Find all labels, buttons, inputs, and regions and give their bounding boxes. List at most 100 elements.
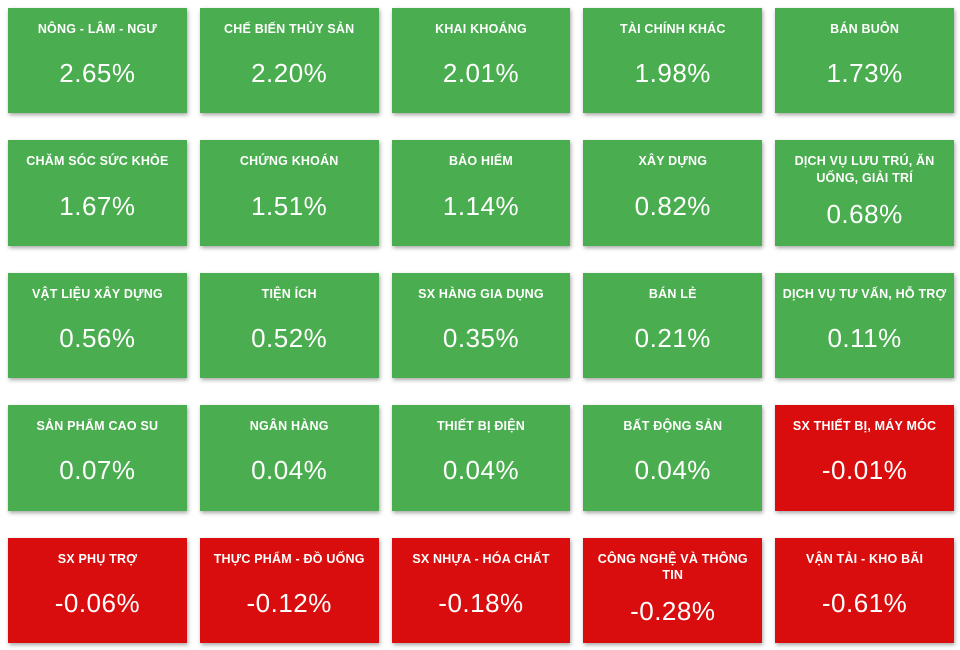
sector-tile[interactable]: NGÂN HÀNG 0.04% [199,405,379,511]
sector-tile[interactable]: SX PHỤ TRỢ -0.06% [8,537,187,643]
sector-change-value: 2.01% [442,58,520,89]
sector-value-area: 0.04% [589,435,756,511]
sector-name-label: CHỨNG KHOÁN [239,154,339,169]
sector-name-label: THỰC PHẨM - ĐỒ UỐNG [213,551,365,566]
sector-value-area: -0.06% [14,567,181,643]
sector-change-value: -0.01% [821,455,908,486]
sector-change-value: 0.52% [251,322,328,353]
sector-name-label: SẢN PHẨM CAO SU [36,419,159,434]
sector-change-value: 1.67% [59,190,136,221]
sector-value-area: -0.12% [206,567,373,643]
sector-change-value: -0.18% [438,587,524,618]
sector-change-value: 0.68% [826,198,903,229]
sector-name-label: BÁN BUÔN [830,22,900,36]
sector-name-label: BẤT ĐỘNG SẢN [623,419,723,434]
sector-change-value: -0.61% [821,587,908,618]
sector-name-label: VẬT LIỆU XÂY DỰNG [31,286,163,301]
sector-name-label: BẢO HIỂM [448,154,514,169]
sector-tile[interactable]: BÁN BUÔN 1.73% [775,8,954,114]
sector-name-label: DỊCH VỤ LƯU TRÚ, ĂN UỐNG, GIẢI TRÍ [794,154,935,186]
sector-value-area: 0.04% [398,435,565,511]
sector-change-value: 1.51% [251,190,328,221]
sector-change-value: -0.06% [54,587,141,618]
sector-name-label: VẬN TẢI - KHO BÃI [805,551,924,566]
sector-value-area: 0.04% [206,435,373,511]
sector-tile[interactable]: TIỆN ÍCH 0.52% [199,272,379,379]
sector-change-value: 1.14% [442,190,520,221]
sector-name-label: THIẾT BỊ ĐIỆN [436,419,525,434]
sector-change-value: 0.56% [59,322,136,353]
sector-tile[interactable]: THIẾT BỊ ĐIỆN 0.04% [391,405,571,511]
sector-value-area: 0.52% [206,303,373,379]
sector-change-value: 0.04% [634,455,711,486]
sector-value-area: 2.65% [14,38,181,114]
sector-value-area: 0.82% [589,170,756,246]
sector-change-value: 0.04% [442,455,520,486]
sector-value-area: 1.51% [206,170,373,246]
sector-tile[interactable]: CÔNG NGHỆ VÀ THÔNG TIN -0.28% [583,537,763,643]
sector-name-label: SX HÀNG GIA DỤNG [418,286,544,301]
sector-value-area: -0.28% [589,584,756,643]
sector-name-label: CHĂM SÓC SỨC KHỎE [26,154,169,169]
sector-value-area: 2.01% [398,38,565,114]
sector-name-label: CHẾ BIẾN THỦY SẢN [224,22,355,36]
sector-tile[interactable]: XÂY DỰNG 0.82% [583,140,763,246]
sector-change-value: -0.28% [630,596,716,627]
sector-tile[interactable]: NÔNG - LÂM - NGƯ 2.65% [8,8,187,114]
sector-tile[interactable]: VẬT LIỆU XÂY DỰNG 0.56% [8,272,187,379]
sector-tile[interactable]: TÀI CHÍNH KHÁC 1.98% [583,8,763,114]
sector-name-label: KHAI KHOÁNG [435,22,527,36]
sector-tile[interactable]: KHAI KHOÁNG 2.01% [391,8,571,114]
sector-tile[interactable]: CHỨNG KHOÁN 1.51% [199,140,379,246]
sector-change-value: 2.20% [251,58,328,89]
sector-change-value: 0.21% [634,322,711,353]
sector-name-label: CÔNG NGHỆ VÀ THÔNG TIN [597,551,748,583]
sector-value-area: 0.21% [589,303,756,379]
sector-value-area: 0.68% [781,187,948,246]
sector-value-area: 1.73% [781,38,948,114]
sector-change-value: 0.07% [59,455,136,486]
sector-name-label: SX THIẾT BỊ, MÁY MÓC [792,419,937,434]
sector-name-label: BÁN LẺ [648,286,697,301]
sector-tile[interactable]: BẢO HIỂM 1.14% [391,140,571,246]
sector-tile[interactable]: DỊCH VỤ LƯU TRÚ, ĂN UỐNG, GIẢI TRÍ 0.68% [775,140,954,246]
sector-change-value: 0.35% [442,322,520,353]
sector-tile[interactable]: BẤT ĐỘNG SẢN 0.04% [583,405,763,511]
sector-change-value: 0.11% [827,322,902,353]
sector-tile[interactable]: SẢN PHẨM CAO SU 0.07% [8,405,187,511]
sector-value-area: 0.35% [398,303,565,379]
sector-value-area: 0.07% [14,435,181,511]
sector-name-label: TIỆN ÍCH [261,286,317,301]
sector-value-area: -0.18% [398,567,565,643]
sector-tile[interactable]: CHẾ BIẾN THỦY SẢN 2.20% [199,8,379,114]
sector-tile[interactable]: THỰC PHẨM - ĐỒ UỐNG -0.12% [199,537,379,643]
sector-name-label: TÀI CHÍNH KHÁC [620,22,726,36]
sector-tile[interactable]: DỊCH VỤ TƯ VẤN, HỖ TRỢ 0.11% [775,272,954,379]
sector-tile[interactable]: SX THIẾT BỊ, MÁY MÓC -0.01% [775,405,954,511]
sector-change-value: 1.98% [634,58,711,89]
sector-value-area: 1.98% [589,38,756,114]
sector-name-label: NÔNG - LÂM - NGƯ [37,22,157,36]
sector-change-value: 1.73% [826,58,903,89]
sector-name-label: NGÂN HÀNG [249,419,329,434]
sector-change-value: 2.65% [59,58,136,89]
sector-value-area: -0.61% [781,567,948,643]
sector-name-label: SX NHỰA - HÓA CHẤT [412,551,550,566]
sector-value-area: 1.67% [14,170,181,246]
sector-value-area: -0.01% [781,435,948,511]
sector-tile[interactable]: SX NHỰA - HÓA CHẤT -0.18% [391,537,571,643]
sector-value-area: 0.56% [14,303,181,379]
sector-value-area: 0.11% [781,303,948,379]
sector-name-label: DỊCH VỤ TƯ VẤN, HỖ TRỢ [782,286,947,301]
sector-name-label: XÂY DỰNG [638,154,708,169]
sector-change-value: 0.04% [251,455,328,486]
sector-change-value: -0.12% [246,587,332,618]
sector-tile[interactable]: SX HÀNG GIA DỤNG 0.35% [391,272,571,379]
sector-change-value: 0.82% [634,190,711,221]
sector-tile[interactable]: VẬN TẢI - KHO BÃI -0.61% [775,537,954,643]
sector-value-area: 2.20% [206,38,373,114]
sector-tile[interactable]: CHĂM SÓC SỨC KHỎE 1.67% [8,140,187,246]
sector-value-area: 1.14% [398,170,565,246]
sector-tile[interactable]: BÁN LẺ 0.21% [583,272,763,379]
